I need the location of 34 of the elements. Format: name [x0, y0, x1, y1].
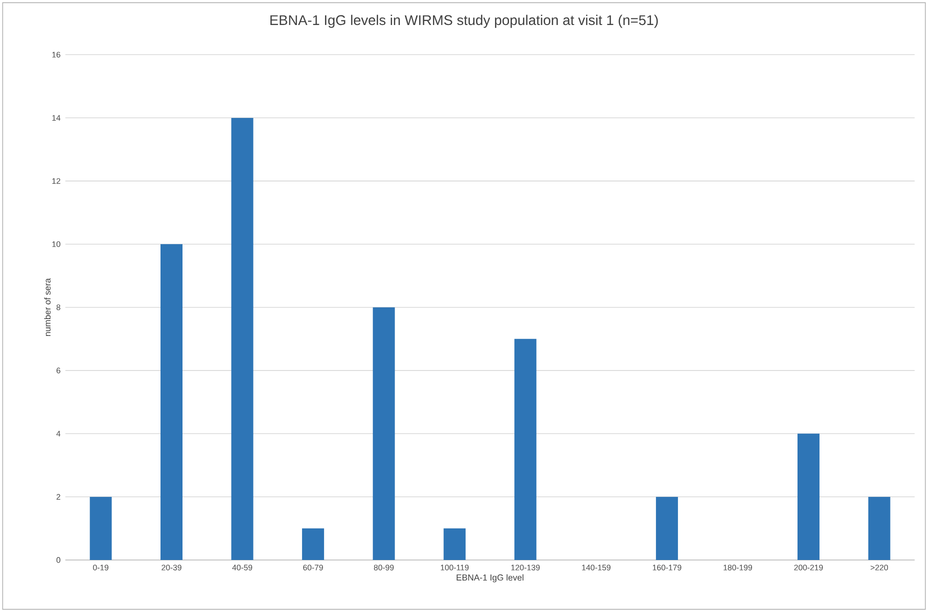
y-tick-label: 14: [52, 115, 60, 121]
x-tick-label: 160-179: [652, 564, 682, 570]
y-tick-label: 8: [56, 304, 60, 310]
y-tick-label: 0: [56, 557, 60, 563]
bar: [372, 307, 395, 560]
y-tick-label: 16: [52, 52, 60, 58]
x-tick-label: 40-59: [232, 564, 252, 570]
chart-title: EBNA-1 IgG levels in WIRMS study population at visit 1 (n=51): [270, 14, 658, 28]
x-tick-label: 180-199: [724, 564, 752, 570]
bar: [90, 496, 112, 560]
y-tick-label: 6: [56, 368, 60, 374]
x-tick-label: 80-99: [374, 564, 394, 570]
x-tick-label: 20-39: [162, 564, 182, 570]
bar: [656, 496, 678, 560]
x-tick-label: 140-159: [582, 564, 610, 570]
bar: [231, 118, 254, 560]
bar: [302, 528, 324, 560]
x-tick-label: 0-19: [93, 564, 108, 570]
x-axis-title: EBNA-1 IgG level: [456, 574, 524, 582]
bar: [514, 338, 536, 560]
bar: [868, 496, 890, 560]
bar: [160, 244, 182, 560]
y-tick-label: 4: [56, 430, 60, 436]
x-tick-label: 60-79: [303, 564, 323, 570]
y-tick-label: 2: [56, 494, 60, 500]
y-tick-label: 10: [52, 241, 60, 248]
y-axis-title: number of sera: [44, 278, 51, 336]
x-tick-label: 120-139: [511, 564, 540, 570]
x-tick-label: 200-219: [794, 564, 823, 570]
x-tick-label: 100-119: [440, 564, 469, 570]
y-tick-label: 12: [52, 178, 60, 184]
x-tick-label: >220: [870, 564, 888, 570]
bar: [444, 528, 466, 560]
bar: [798, 434, 820, 560]
